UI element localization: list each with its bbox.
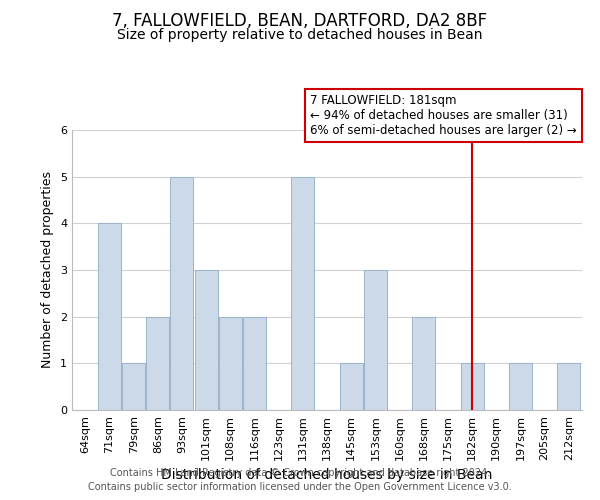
Text: 7, FALLOWFIELD, BEAN, DARTFORD, DA2 8BF: 7, FALLOWFIELD, BEAN, DARTFORD, DA2 8BF xyxy=(112,12,488,30)
Bar xyxy=(461,364,484,410)
Bar xyxy=(292,176,314,410)
Bar xyxy=(412,316,435,410)
Bar xyxy=(364,270,387,410)
Bar xyxy=(170,176,193,410)
Bar xyxy=(243,316,266,410)
Bar xyxy=(146,316,169,410)
Bar xyxy=(219,316,242,410)
Y-axis label: Number of detached properties: Number of detached properties xyxy=(41,172,55,368)
Bar xyxy=(557,364,580,410)
Text: Contains HM Land Registry data © Crown copyright and database right 2024.
Contai: Contains HM Land Registry data © Crown c… xyxy=(88,468,512,492)
Bar xyxy=(509,364,532,410)
Bar xyxy=(340,364,362,410)
Bar xyxy=(98,224,121,410)
Bar xyxy=(194,270,218,410)
X-axis label: Distribution of detached houses by size in Bean: Distribution of detached houses by size … xyxy=(161,468,493,482)
Bar xyxy=(122,364,145,410)
Text: 7 FALLOWFIELD: 181sqm
← 94% of detached houses are smaller (31)
6% of semi-detac: 7 FALLOWFIELD: 181sqm ← 94% of detached … xyxy=(310,94,577,137)
Text: Size of property relative to detached houses in Bean: Size of property relative to detached ho… xyxy=(117,28,483,42)
